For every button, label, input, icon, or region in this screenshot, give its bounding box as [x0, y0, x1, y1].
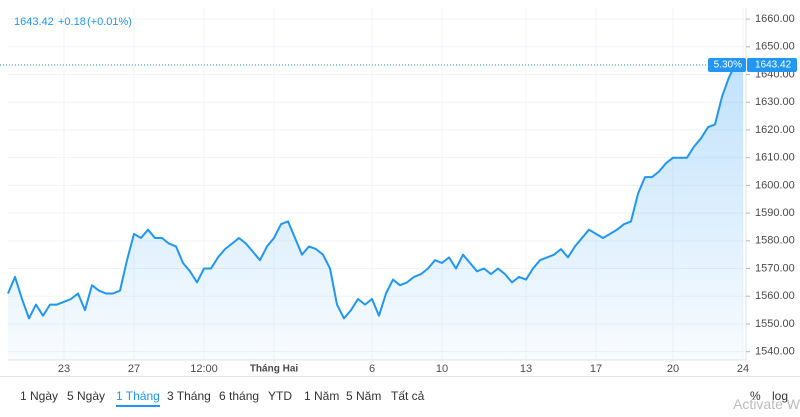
y-tick-label: 1550.00: [755, 318, 795, 330]
range-button[interactable]: Tất cả: [391, 389, 425, 403]
y-tick-label: 1660.00: [755, 13, 795, 25]
y-tick-label: 1540.00: [755, 346, 795, 358]
chart: 1643.42 +0.18 (+0.01%) 1540.00 1550.00 156…: [0, 8, 797, 375]
y-tick-label: 1570.00: [755, 262, 795, 274]
price-box: [747, 58, 797, 73]
y-tick-label: 1590.00: [755, 207, 795, 219]
y-tick-label: 1620.00: [755, 124, 795, 136]
range-button[interactable]: 3 Tháng: [167, 389, 211, 403]
x-tick-label: 17: [590, 363, 602, 375]
range-button[interactable]: 5 Ngày: [67, 389, 106, 403]
x-tick-label: 13: [520, 363, 532, 375]
x-tick-label: 20: [667, 363, 679, 375]
line: [7, 62, 744, 320]
percent-box: [708, 58, 746, 73]
x-tick-label: 12:00: [190, 363, 218, 375]
x-tick-label: 23: [58, 363, 70, 375]
y-tick-label: 1560.00: [755, 290, 795, 302]
y-tick-label: 1610.00: [755, 152, 795, 164]
toolbar: 1 Ngày 5 Ngày 1 Tháng 3 Tháng 6 tháng YTD 1 Nă…: [0, 376, 800, 417]
legend-price: 1643.42: [14, 16, 54, 28]
range-button[interactable]: 1 Năm: [304, 389, 340, 403]
area-fill: [8, 63, 743, 361]
percent-toggle[interactable]: %: [750, 389, 761, 403]
y-tick-label: 1650.00: [755, 41, 795, 53]
range-button[interactable]: 5 Năm: [346, 389, 382, 403]
x-tick-label: 10: [436, 363, 448, 375]
price-label: 1643.42: [755, 60, 792, 71]
y-tick-label: 1600.00: [755, 179, 795, 191]
range-button[interactable]: 1 Ngày: [20, 389, 59, 403]
log-toggle[interactable]: log: [772, 389, 789, 403]
legend-change-percent: (+0.01%): [87, 16, 132, 28]
watermark: Activate W: [733, 396, 800, 412]
range-button[interactable]: YTD: [268, 389, 292, 403]
x-tick-label: 6: [369, 363, 375, 375]
range-button[interactable]: 6 tháng: [219, 389, 260, 403]
y-tick-label: 1630.00: [755, 96, 795, 108]
y-tick-label: 1580.00: [755, 235, 795, 247]
x-tick-label: Tháng Hai: [250, 364, 299, 375]
percent-label: 5.30%: [714, 60, 742, 71]
range-button[interactable]: 1 Tháng: [116, 389, 160, 407]
x-tick-label: 27: [128, 363, 140, 375]
legend-change: +0.18: [58, 16, 86, 28]
x-tick-label: 24: [737, 363, 749, 375]
